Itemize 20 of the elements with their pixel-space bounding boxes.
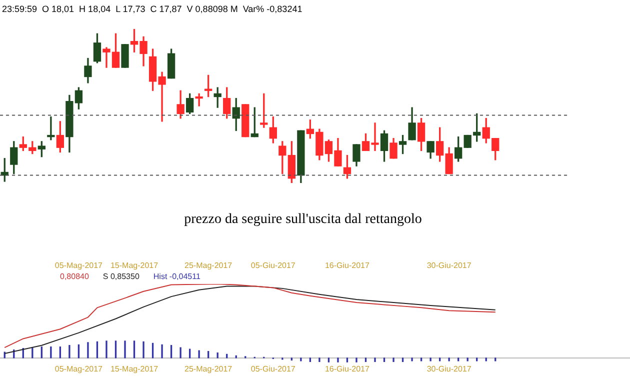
category-label: 16-Giu-2017 [324,261,370,270]
x-tick-label: 05-Mag-2017 [54,364,104,374]
x-tick-label: 30-Giu-2017 [426,364,472,374]
category-label: 05-Mag-2017 [54,261,102,270]
x-tick-label: 05-Giu-2017 [250,364,296,374]
candlestick [260,93,268,128]
chart-subtitle: 23:59:59 O 18,01 H 18,04 L 17,73 C 17,87 V 0,88098 M Var% -0,83241 [2,4,302,14]
x-tick-label: 25-Mag-2017 [184,364,233,374]
x-tick-label: 15-Mag-2017 [110,364,159,374]
candlestick [242,104,250,138]
category-label: 15-Mag-2017 [110,261,158,270]
text: prezzo da seguire sull'uscita dal rettangolo [183,212,423,228]
candlestick [121,44,129,68]
category-label: 30-Giu-2017 [426,261,472,270]
category-label: 05-Giu-2017 [250,261,296,270]
text: 0,80840 [60,272,89,281]
x-tick-label: 16-Giu-2017 [324,364,370,374]
text: S 0,85350 [102,272,140,281]
text: Hist -0,04511 [153,272,200,281]
category-label: 25-Mag-2017 [184,261,232,270]
